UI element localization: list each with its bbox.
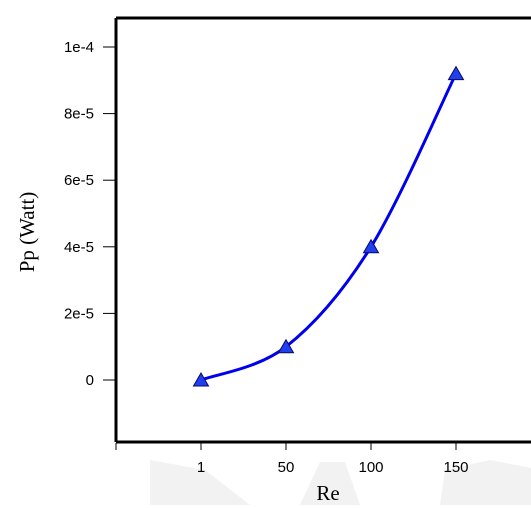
y-tick-label: 4e-5 <box>64 239 94 256</box>
watermark-mark-center <box>300 462 360 505</box>
y-tick-label: 0 <box>86 372 94 389</box>
x-ticks: 1 50 100 150 <box>115 443 469 476</box>
y-ticks: 0 2e-5 4e-5 6e-5 8e-5 1e-4 <box>64 39 115 389</box>
x-tick-label: 1 <box>197 459 205 476</box>
watermark-mark-right <box>440 460 531 505</box>
series-line <box>200 72 458 382</box>
y-tick-label: 8e-5 <box>64 106 94 123</box>
data-point-marker <box>362 238 380 254</box>
y-tick-label: 2e-5 <box>64 305 94 322</box>
y-tick-label: 6e-5 <box>64 172 94 189</box>
series-markers <box>192 65 465 387</box>
plot-axes <box>114 16 531 444</box>
data-point-marker <box>192 371 210 387</box>
x-tick-label: 100 <box>358 459 383 476</box>
data-point-marker <box>277 338 295 354</box>
y-axis-title: Pp (Watt) <box>15 192 39 273</box>
y-tick-label: 1e-4 <box>64 39 94 56</box>
data-point-marker <box>447 65 465 81</box>
x-tick-label: 150 <box>443 459 468 476</box>
x-axis-title: Re <box>316 481 339 505</box>
x-tick-label: 50 <box>278 459 295 476</box>
watermark-mark-left <box>150 460 250 505</box>
watermark <box>150 460 531 505</box>
